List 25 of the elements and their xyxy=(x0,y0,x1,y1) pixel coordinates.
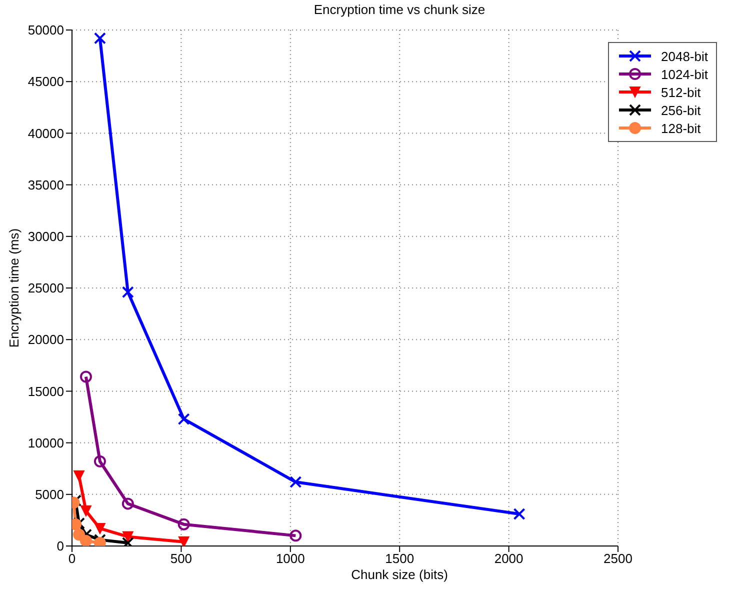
legend-label: 512-bit xyxy=(661,84,701,100)
y-tick-label: 45000 xyxy=(28,74,64,90)
x-tick-label: 500 xyxy=(170,551,192,566)
x-tick-label: 2000 xyxy=(494,551,524,566)
legend-label: 256-bit xyxy=(661,102,701,118)
y-tick-label: 30000 xyxy=(28,229,64,244)
y-tick-label: 40000 xyxy=(28,126,64,141)
y-tick-label: 20000 xyxy=(28,332,64,348)
x-tick-label: 0 xyxy=(68,551,76,566)
chart-title: Encryption time vs chunk size xyxy=(312,2,486,17)
y-tick-label: 10000 xyxy=(28,435,64,450)
y-tick-label: 5000 xyxy=(35,487,64,502)
y-tick-label: 25000 xyxy=(28,280,64,296)
y-tick-label: 15000 xyxy=(28,384,64,399)
legend-label: 128-bit xyxy=(661,120,701,136)
x-tick-label: 1000 xyxy=(276,551,305,566)
y-tick-label: 0 xyxy=(56,538,64,554)
x-axis-title: Chunk size (bits) xyxy=(350,567,449,582)
y-axis-title: Encryption time (ms) xyxy=(6,228,22,348)
legend-label: 1024-bit xyxy=(661,66,708,82)
legend-label: 2048-bit xyxy=(661,48,708,64)
y-tick-label: 35000 xyxy=(28,177,64,192)
y-tick-label: 50000 xyxy=(28,22,64,38)
x-tick-label: 2500 xyxy=(604,551,632,566)
x-tick-label: 1500 xyxy=(385,551,414,566)
